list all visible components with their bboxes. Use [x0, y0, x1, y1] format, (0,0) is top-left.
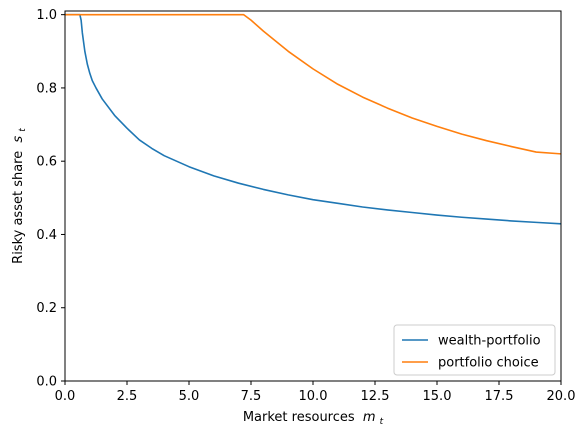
- x-tick-label: 0.0: [55, 389, 76, 404]
- y-axis-label-text: Risky asset share: [11, 151, 26, 264]
- y-tick-label: 0.0: [36, 375, 57, 390]
- x-tick-label: 15.0: [423, 389, 452, 404]
- x-tick-label: 7.5: [241, 389, 262, 404]
- y-tick-label: 0.8: [36, 81, 57, 96]
- y-tick-label: 0.2: [36, 301, 57, 316]
- x-tick-label: 2.5: [117, 389, 138, 404]
- y-axis-label: Risky asset share s t: [11, 128, 28, 264]
- legend-label: wealth-portfolio: [438, 334, 541, 349]
- legend-label: portfolio choice: [438, 356, 539, 371]
- x-axis-label-sub: t: [380, 417, 384, 427]
- y-tick-label: 1.0: [36, 8, 57, 23]
- x-axis-label-text: Market resources: [243, 410, 355, 425]
- series-layer: [65, 13, 561, 225]
- x-tick-label: 12.5: [361, 389, 390, 404]
- legend: wealth-portfolio portfolio choice: [393, 324, 556, 376]
- y-tick-label: 0.6: [36, 155, 57, 170]
- x-tick-label: 10.0: [299, 389, 328, 404]
- y-axis-label-var: s: [11, 136, 26, 143]
- x-axis: 0.0 2.5 5.0 7.5 10.0 12.5 15.0 17.5 20.0: [55, 381, 576, 404]
- x-tick-label: 17.5: [485, 389, 514, 404]
- legend-box: [393, 324, 556, 376]
- series-line-wealth-portfolio: [65, 13, 561, 225]
- x-tick-label: 20.0: [547, 389, 576, 404]
- x-axis-label-var: m: [363, 410, 376, 425]
- y-axis: 0.0 0.2 0.4 0.6 0.8 1.0: [36, 8, 65, 390]
- x-tick-label: 5.0: [179, 389, 200, 404]
- y-axis-label-sub: t: [18, 128, 28, 132]
- series-line-portfolio-choice: [65, 13, 561, 155]
- y-tick-label: 0.4: [36, 228, 57, 243]
- x-axis-label: Market resources m t: [243, 410, 384, 427]
